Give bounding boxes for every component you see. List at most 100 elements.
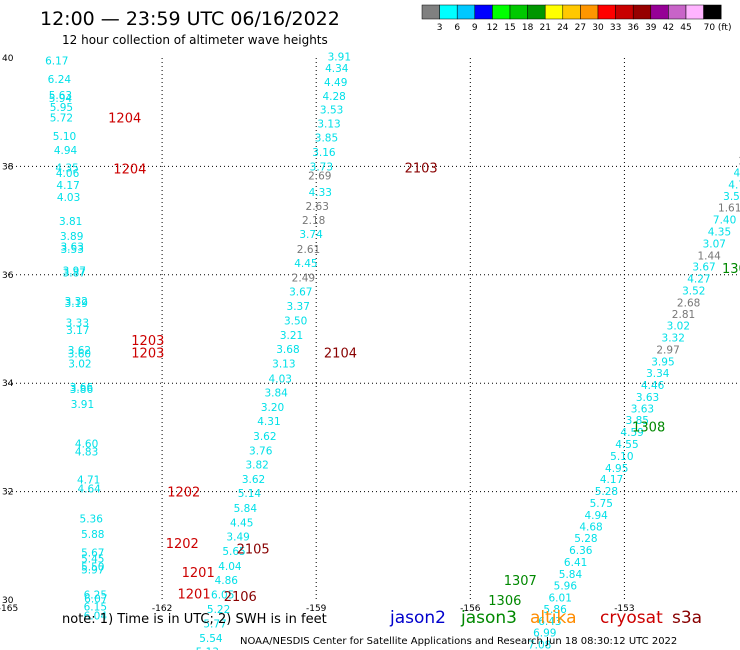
- wave-height-point: 5.28: [595, 486, 618, 498]
- scale-swatch: [615, 4, 634, 20]
- wave-height-point: 3.17: [66, 325, 89, 337]
- wave-height-point: 3.57: [723, 191, 740, 203]
- wave-height-point: 3.13: [272, 359, 295, 371]
- wave-height-point: 2.69: [308, 171, 331, 183]
- wave-height-point: 3.95: [651, 357, 674, 369]
- scale-label: 36: [627, 23, 639, 33]
- scale-swatch: [509, 4, 528, 20]
- wave-height-point: 5.22: [207, 604, 230, 616]
- wave-height-point: 6.15: [84, 602, 107, 614]
- scale-swatch: [456, 4, 476, 20]
- wave-height-point: 3.86: [70, 384, 94, 396]
- wave-height-point: 4.68: [579, 521, 602, 533]
- wave-height-point: 4.31: [257, 416, 280, 428]
- wave-height-point: 3.02: [667, 321, 690, 333]
- wave-height-point: 5.67: [81, 547, 104, 559]
- wave-height-point: 3.16: [312, 147, 336, 159]
- wave-height-point: 5.84: [234, 503, 258, 515]
- wave-height-point: 2.89: [739, 155, 740, 167]
- wave-height-point: 3.81: [59, 216, 82, 228]
- wave-height-point: 5.97: [81, 565, 104, 577]
- x-tick-label: -153: [614, 604, 634, 614]
- x-tick-label: -156: [460, 604, 481, 614]
- footer-credit: NOAA/NESDIS Center for Satellite Applica…: [240, 636, 678, 647]
- wave-height-point: 3.53: [320, 104, 343, 116]
- wave-height-point: 5.45: [81, 553, 104, 565]
- wave-height-point: 5.28: [574, 533, 597, 545]
- track-label: 2105: [237, 543, 270, 558]
- wave-height-point: 5.96: [554, 580, 578, 592]
- y-tick-label: 30: [2, 596, 14, 606]
- wave-height-point: 4.35: [55, 162, 78, 174]
- wave-height-point: 3.52: [682, 286, 705, 298]
- wave-height-point: 3.66: [70, 382, 94, 394]
- wave-height-point: 3.20: [261, 402, 284, 414]
- wave-height-point: 5.10: [53, 131, 76, 143]
- wave-height-point: 6.17: [45, 56, 68, 68]
- wave-height-point: 2.68: [677, 297, 700, 309]
- wave-height-point: 3.67: [289, 287, 312, 299]
- scale-swatch: [544, 4, 564, 20]
- legend-item-s3a: s3a: [672, 608, 703, 628]
- wave-height-point: 2.81: [672, 309, 695, 321]
- wave-height-point: 6.01: [549, 592, 572, 604]
- wave-height-point: 3.68: [276, 344, 299, 356]
- y-tick-label: 34: [2, 379, 14, 389]
- wave-height-point: 3.62: [253, 431, 276, 443]
- wave-height-point: 4.34: [325, 63, 349, 75]
- wave-height-point: 3.21: [280, 330, 303, 342]
- scale-swatch: [685, 4, 704, 20]
- scale-label: 18: [522, 23, 534, 33]
- scale-swatch: [703, 4, 722, 20]
- wave-height-point: 3.33: [66, 317, 89, 329]
- wave-height-point: 5.54: [199, 633, 223, 645]
- wave-height-point: 4.06: [56, 168, 80, 180]
- scale-swatch: [632, 4, 652, 20]
- track-label: 1204: [108, 112, 141, 127]
- wave-height-point: 4.03: [57, 192, 80, 204]
- wave-height-point: 4.95: [605, 463, 628, 475]
- wave-height-point: 3.85: [315, 133, 338, 145]
- x-tick-label: -165: [0, 604, 18, 614]
- wave-height-point: 4.60: [75, 438, 98, 450]
- wave-height-point: 4.94: [584, 510, 608, 522]
- wave-height-point: 3.62: [68, 345, 91, 357]
- wave-height-point: 2.49: [292, 273, 315, 285]
- wave-height-point: 3.91: [71, 399, 94, 411]
- wave-height-point: 7.08: [528, 639, 551, 650]
- wave-height-point: 4.04: [218, 561, 242, 573]
- wave-height-point: 4.18: [733, 167, 740, 179]
- wave-height-point: 5.77: [203, 618, 226, 630]
- wave-height-point: 4.45: [294, 258, 317, 270]
- wave-height-point: 2.97: [656, 345, 679, 357]
- scale-swatch: [668, 4, 687, 20]
- track-label: 2103: [405, 161, 438, 176]
- track-label: 2104: [324, 346, 357, 361]
- scale-label: 33: [610, 23, 621, 33]
- wave-height-point: 2.61: [297, 244, 320, 256]
- wave-height-point: 5.95: [50, 102, 73, 114]
- track-label: 2106: [224, 590, 257, 605]
- scale-swatch: [580, 4, 599, 20]
- legend-item-jason3: jason3: [461, 608, 517, 628]
- track-label: 1203: [131, 334, 164, 349]
- wave-height-point: 2.63: [306, 201, 329, 213]
- wave-height-point: 6.25: [84, 590, 107, 602]
- wave-height-point: 5.94: [49, 93, 73, 105]
- wave-height-point: 3.32: [662, 333, 685, 345]
- track-label: 1203: [131, 346, 164, 361]
- wave-height-point: 6.36: [569, 545, 593, 557]
- wave-height-point: 3.84: [264, 387, 288, 399]
- wave-height-point: 4.71: [77, 475, 100, 487]
- wave-height-point: 3.34: [646, 368, 670, 380]
- wave-height-point: 5.75: [590, 498, 613, 510]
- scale-swatch: [597, 4, 616, 20]
- wave-height-point: 3.62: [242, 474, 265, 486]
- scale-swatch: [421, 4, 440, 20]
- wave-height-point: 6.05: [211, 590, 234, 602]
- track-label: 1201: [182, 566, 215, 581]
- x-tick-label: -159: [306, 604, 327, 614]
- wave-height-point: 3.91: [328, 51, 351, 63]
- x-tick-label: -162: [152, 604, 172, 614]
